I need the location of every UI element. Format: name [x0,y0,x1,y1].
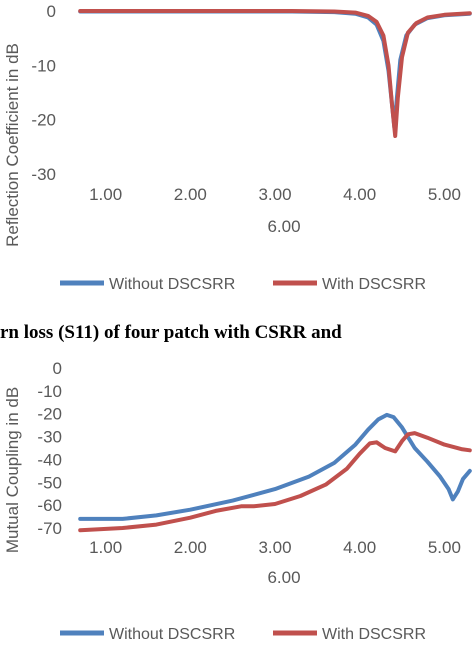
coupling-series-lines [78,412,472,533]
reflection-y-tick-label: -10 [31,56,56,75]
legend-label-without: Without DSCSRR [109,276,235,293]
figure-caption: rn loss (S11) of four patch with CSRR an… [0,322,342,343]
coupling-y-tick-label: 0 [53,359,62,378]
coupling-x-tick-label: 4.00 [343,538,376,557]
coupling-y-tick-label: -50 [37,473,62,492]
coupling-x-tick-label: 2.00 [174,538,207,557]
reflection-y-tick-label: -30 [31,165,56,184]
reflection-x-tick-label: 3.00 [258,185,291,204]
reflection-x-tick-label: 2.00 [174,185,207,204]
coupling-y-tick-label: -20 [37,405,62,424]
coupling-y-tick-label: -60 [37,496,62,515]
coupling-series-line-with-dscsrr [78,431,472,533]
coupling-y-tick-label: -30 [37,428,62,447]
coupling-x-tick-label: 5.00 [428,538,461,557]
reflection-x-ticks: 1.00 2.00 3.00 4.00 5.00 [89,185,461,204]
reflection-x-tick-label: 1.00 [89,185,122,204]
reflection-series-lines [78,9,472,138]
legend-label-with: With DSCSRR [322,626,426,643]
coupling-y-ticks: 0 -10 -20 -30 -40 -50 -60 -70 [37,359,62,538]
reflection-series-line-with-dscsrr [78,9,472,138]
reflection-y-tick-label: 0 [47,2,56,21]
coupling-x-ticks: 1.00 2.00 3.00 4.00 5.00 [89,538,461,557]
coupling-y-axis-label: Mutual Coupling in dB [3,387,22,553]
coupling-x-tick-label: 1.00 [89,538,122,557]
legend-label-without: Without DSCSRR [109,626,235,643]
coupling-x-tick-overflow: 6.00 [267,568,300,587]
coupling-y-tick-label: -10 [37,382,62,401]
reflection-y-tick-label: -20 [31,111,56,130]
coupling-legend: Without DSCSRR With DSCSRR [60,626,426,643]
coupling-y-tick-label: -40 [37,450,62,469]
coupling-x-tick-label: 3.00 [258,538,291,557]
reflection-legend: Without DSCSRR With DSCSRR [60,276,426,293]
reflection-y-axis-label: Reflection Coefficient in dB [3,43,22,247]
reflection-x-tick-label: 5.00 [428,185,461,204]
coupling-y-tick-label: -70 [37,519,62,538]
legend-label-with: With DSCSRR [322,276,426,293]
reflection-x-tick-label: 4.00 [343,185,376,204]
reflection-y-ticks: 0 -10 -20 -30 [31,2,56,184]
reflection-chart: Reflection Coefficient in dB 0-10-20-30 … [3,2,472,293]
coupling-series-line-without-dscsrr [78,412,472,521]
mutual-coupling-chart: Mutual Coupling in dB 0 -10 -20 -30 -40 -50 -6… [3,359,472,643]
reflection-x-tick-overflow: 6.00 [267,217,300,236]
